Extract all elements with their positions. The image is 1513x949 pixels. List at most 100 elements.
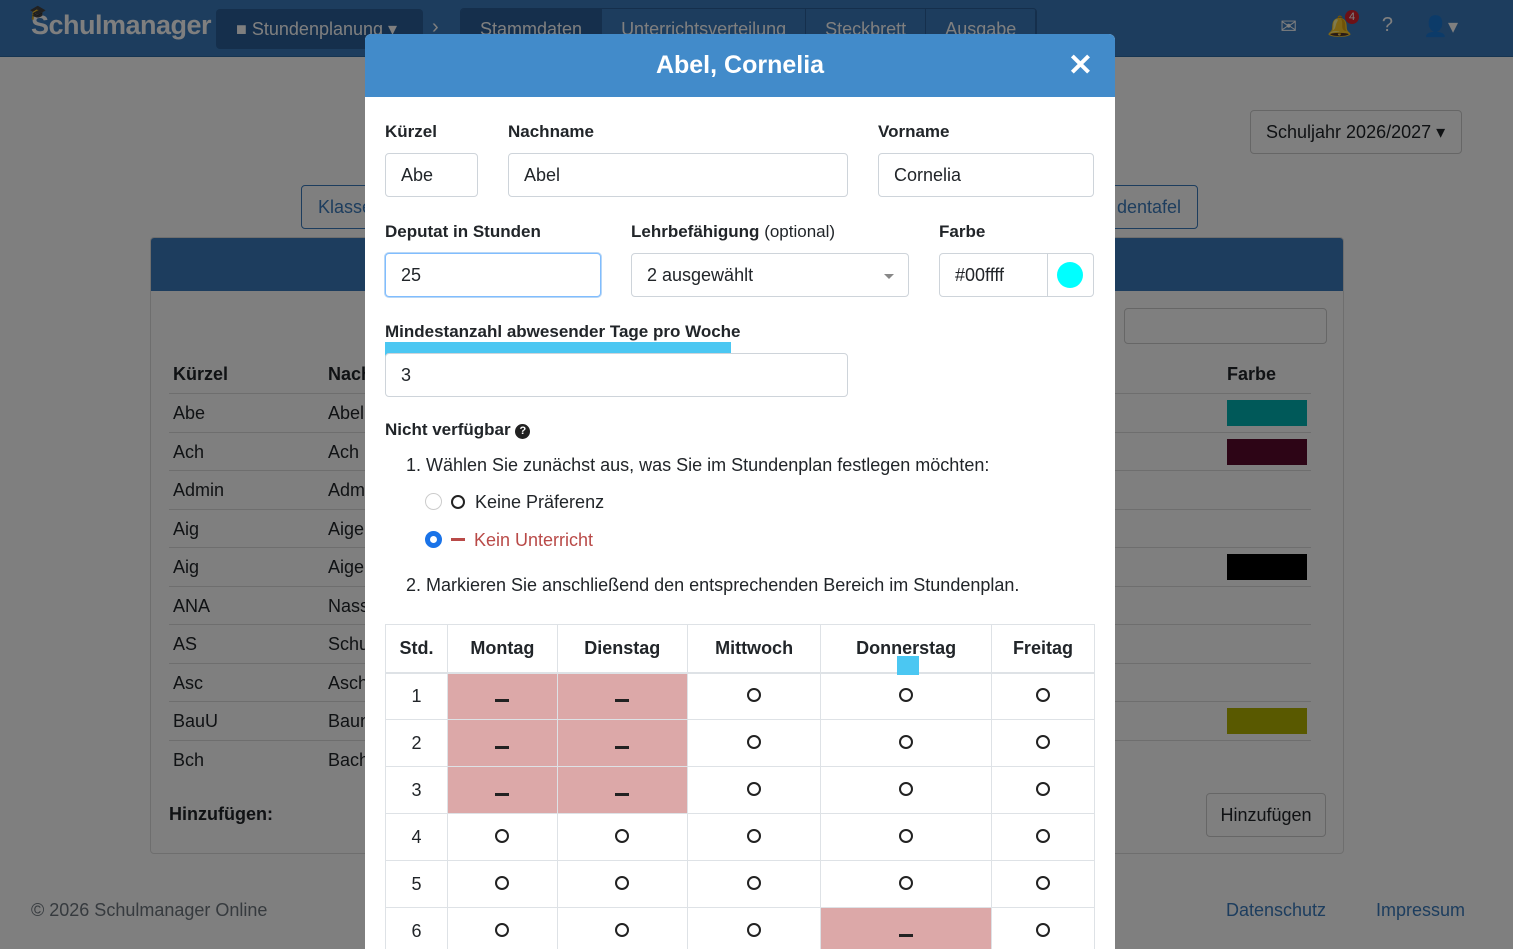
grid-cell[interactable] <box>990 766 1096 814</box>
grid-cell[interactable] <box>990 860 1096 908</box>
lehrbefaehigung-select[interactable]: 2 ausgewählt <box>631 253 909 297</box>
farbe-value: #00ffff <box>955 265 1005 285</box>
circle-icon <box>495 922 510 937</box>
grid-cell[interactable] <box>686 672 822 720</box>
color-swatch[interactable] <box>1057 262 1083 288</box>
question-icon[interactable]: ? <box>515 424 531 439</box>
close-icon[interactable]: ✕ <box>1067 49 1093 82</box>
grid-cell[interactable] <box>820 907 992 949</box>
step2-text: 2. Markieren Sie anschließend den entspr… <box>406 575 1020 595</box>
mindest-input[interactable]: 3 <box>385 353 848 397</box>
lehrbef-value: 2 ausgewählt <box>647 265 754 285</box>
grid-cell[interactable] <box>556 672 688 720</box>
grid-cell[interactable] <box>447 766 558 814</box>
grid-cell[interactable] <box>686 766 822 814</box>
grid-cell[interactable] <box>447 813 558 861</box>
grid-cell[interactable] <box>447 860 558 908</box>
grid-cell[interactable] <box>990 672 1096 720</box>
grid-header-2: Dienstag <box>556 624 688 674</box>
grid-cell[interactable] <box>990 907 1096 949</box>
circle-icon <box>615 875 630 890</box>
circle-icon <box>899 687 914 702</box>
grid-cell[interactable] <box>820 719 992 767</box>
nachname-input[interactable]: Abel <box>508 153 848 197</box>
kuerzel-input[interactable]: Abe <box>385 153 478 197</box>
farbe-input[interactable]: #00ffff <box>939 253 1094 297</box>
grid-cell[interactable] <box>686 860 822 908</box>
vorname-input[interactable]: Cornelia <box>878 153 1094 197</box>
period-number: 5 <box>385 860 448 908</box>
grid-cell[interactable] <box>990 719 1096 767</box>
optional-hint: (optional) <box>764 222 836 241</box>
grid-cell[interactable] <box>556 907 688 949</box>
grid-cell[interactable] <box>556 813 688 861</box>
period-number: 6 <box>385 907 448 949</box>
circle-icon <box>615 828 630 843</box>
chevron-down-icon <box>884 274 894 279</box>
dash-icon <box>615 698 630 702</box>
grid-header-1: Montag <box>447 624 558 674</box>
circle-icon <box>1035 828 1050 843</box>
dash-icon <box>495 698 510 702</box>
period-number: 3 <box>385 766 448 814</box>
dash-icon <box>495 745 510 749</box>
grid-cell[interactable] <box>686 907 822 949</box>
dash-icon <box>615 745 630 749</box>
grid-cell[interactable] <box>820 813 992 861</box>
lehrbef-label-text: Lehrbefähigung <box>631 222 760 241</box>
period-number: 2 <box>385 719 448 767</box>
circle-icon <box>747 828 762 843</box>
circle-icon <box>747 875 762 890</box>
grid-header-0: Std. <box>385 624 448 674</box>
grid-row: 3 <box>385 766 1096 814</box>
circle-icon <box>747 922 762 937</box>
circle-icon <box>747 781 762 796</box>
dash-icon <box>615 792 630 796</box>
circle-icon <box>615 922 630 937</box>
availability-grid: Std. Montag Dienstag Mittwoch Donnerstag Frei… <box>385 624 1096 949</box>
grid-cell[interactable] <box>686 813 822 861</box>
grid-cell[interactable] <box>447 907 558 949</box>
circle-icon <box>899 781 914 796</box>
grid-cell[interactable] <box>556 766 688 814</box>
grid-row: 2 <box>385 719 1096 767</box>
circle-icon <box>1035 922 1050 937</box>
grid-cell[interactable] <box>556 860 688 908</box>
deputat-input[interactable]: 25 <box>385 253 601 297</box>
grid-cell[interactable] <box>990 813 1096 861</box>
circle-icon <box>1035 875 1050 890</box>
grid-cell[interactable] <box>447 719 558 767</box>
divider <box>1047 254 1048 296</box>
circle-icon <box>899 734 914 749</box>
option-kein-unterricht[interactable]: Kein Unterricht <box>474 530 594 550</box>
period-number: 1 <box>385 672 448 720</box>
circle-icon <box>1035 781 1050 796</box>
circle-icon <box>899 875 914 890</box>
radio-kein-unterricht[interactable] <box>425 531 442 548</box>
option-keine-praeferenz[interactable]: Keine Präferenz <box>475 492 605 512</box>
grid-cell[interactable] <box>820 766 992 814</box>
grid-row: 5 <box>385 860 1096 908</box>
farbe-label: Farbe <box>939 222 986 241</box>
lehrbefaehigung-label: Lehrbefähigung (optional) <box>631 222 835 242</box>
vorname-label: Vorname <box>878 122 950 141</box>
modal-header: Abel, Cornelia ✕ <box>365 34 1115 97</box>
radio-keine-praeferenz[interactable] <box>425 493 442 510</box>
grid-cell[interactable] <box>820 672 992 720</box>
dash-icon <box>495 792 510 796</box>
grid-row: 1 <box>385 672 1096 720</box>
grid-cell[interactable] <box>447 672 558 720</box>
grid-cell[interactable] <box>820 860 992 908</box>
kuerzel-label: Kürzel <box>385 122 437 141</box>
grid-cell[interactable] <box>686 719 822 767</box>
cursor-marker <box>897 656 919 675</box>
period-number: 4 <box>385 813 448 861</box>
mindest-label: Mindestanzahl abwesender Tage pro Woche <box>385 322 741 341</box>
modal-title: Abel, Cornelia <box>655 51 825 79</box>
teacher-modal: Abel, Cornelia ✕ Kürzel Abe Nachname Abe… <box>365 34 1115 949</box>
grid-row: 4 <box>385 813 1096 861</box>
dash-icon <box>899 933 914 937</box>
nv-label: Nicht verfügbar <box>385 420 511 439</box>
grid-cell[interactable] <box>556 719 688 767</box>
